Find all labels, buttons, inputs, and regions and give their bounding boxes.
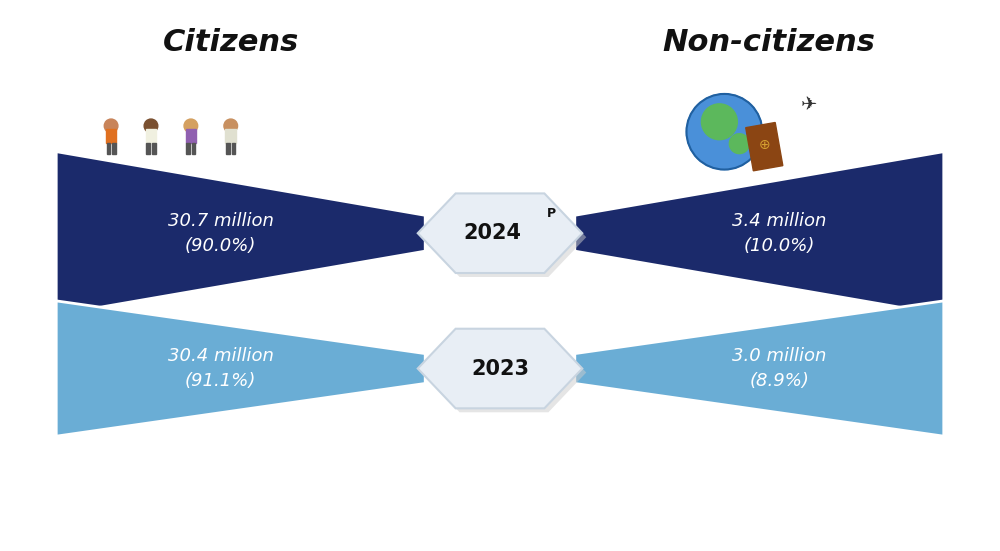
Bar [746,122,783,171]
Polygon shape [422,333,586,412]
Bar [186,143,190,154]
Circle shape [686,94,762,170]
Text: P: P [547,207,556,220]
Text: 30.7 million
(90.0%): 30.7 million (90.0%) [168,212,274,255]
Polygon shape [575,301,944,436]
Circle shape [144,119,158,133]
Polygon shape [418,193,582,273]
Bar [152,143,156,154]
Bar [232,143,235,154]
Circle shape [729,134,749,154]
Bar [226,143,230,154]
Text: 2023: 2023 [471,359,529,379]
Bar [146,143,150,154]
Text: 3.0 million
(8.9%): 3.0 million (8.9%) [732,347,826,390]
Bar [146,128,156,143]
Text: Non-citizens: Non-citizens [663,28,876,57]
Polygon shape [418,329,582,408]
Bar [106,128,116,143]
Bar [186,128,196,143]
Text: ⊕: ⊕ [758,138,770,152]
Bar [192,143,195,154]
Bar [225,128,236,143]
Polygon shape [575,152,944,315]
Bar [107,143,110,154]
Circle shape [184,119,198,133]
Circle shape [701,104,737,140]
Text: Citizens: Citizens [163,28,299,57]
Polygon shape [422,197,586,277]
Polygon shape [56,301,425,436]
Circle shape [224,119,238,133]
Text: 30.4 million
(91.1%): 30.4 million (91.1%) [168,347,274,390]
Text: ✈: ✈ [801,94,817,114]
Circle shape [104,119,118,133]
Polygon shape [56,152,425,315]
Bar [112,143,116,154]
Text: 3.4 million
(10.0%): 3.4 million (10.0%) [732,212,826,255]
Text: 2024: 2024 [463,223,521,243]
